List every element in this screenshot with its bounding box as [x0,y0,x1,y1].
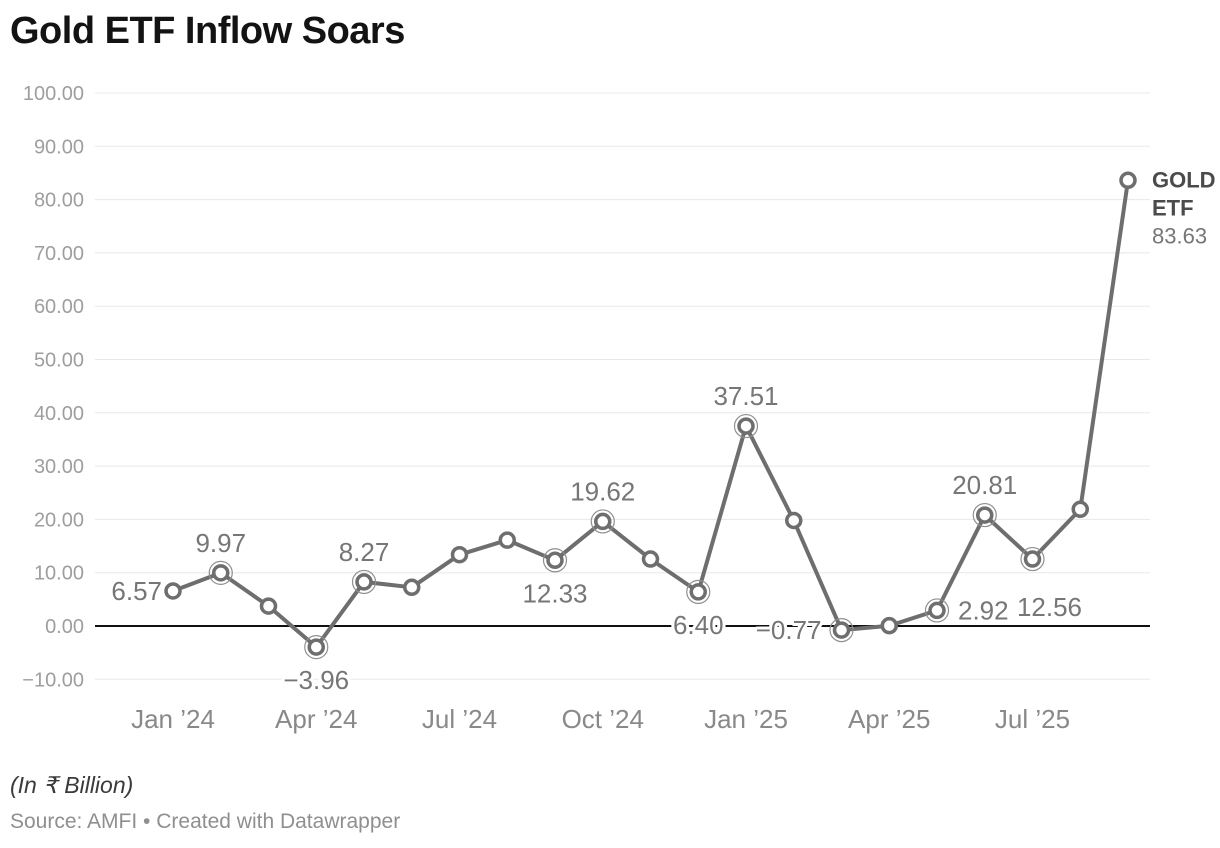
source-note: Source: AMFI • Created with Datawrapper [10,810,401,833]
data-point-marker [832,621,851,639]
y-tick-label: 70.00 [34,243,84,265]
data-point-marker [546,551,564,570]
y-tick-label: −10.00 [22,669,84,691]
data-point-label: 9.97 [195,528,246,558]
data-point-ring [1020,546,1045,572]
data-point-ring [590,509,615,534]
data-point-marker [212,564,230,582]
data-point-ring [972,502,997,528]
x-tick-label: Apr ’25 [848,704,930,734]
data-point-marker [1071,500,1089,519]
data-point-marker [594,512,612,531]
data-point-marker [307,638,325,656]
data-point-ring [304,635,329,660]
data-point-marker [498,531,516,549]
y-tick-label: 90.00 [34,136,84,158]
unit-note: (In ₹ Billion) [10,772,134,798]
data-point-label: 2.92 [958,595,1009,625]
y-tick-label: 20.00 [34,509,84,531]
y-tick-label: 50.00 [34,350,84,372]
data-point-marker [450,545,469,564]
data-point-marker [1119,171,1137,190]
data-point-ring [686,579,711,604]
data-point-marker [403,578,421,597]
data-point-label: 6.57 [111,576,162,606]
line-chart: 100.00 90.00 80.00 70.00 60.00 50.00 40.00 30.0… [22,83,1216,734]
data-point-marker [689,583,707,601]
y-tick-label: 40.00 [34,403,84,425]
data-point-ring [733,413,759,439]
data-point-marker [355,573,373,591]
y-tick-label: 10.00 [34,563,84,585]
data-line [171,178,1130,650]
data-point-label: 8.27 [339,537,390,567]
data-point-marker [976,506,994,524]
data-point-marker [928,601,946,620]
series-end-label-name: ETF [1152,195,1194,220]
y-tick-label: 100.00 [23,83,84,105]
data-point-marker [164,582,182,600]
data-point-label: −3.96 [283,665,349,695]
data-point-label: 37.51 [713,381,778,411]
data-point-marker [785,511,803,530]
data-point-label: 12.56 [1017,592,1082,622]
series-end-label-value: 83.63 [1152,223,1207,248]
x-tick-label: Oct ’24 [562,704,644,734]
data-point-label: 6.40 [673,610,724,640]
data-point-marker [641,550,660,568]
x-tick-label: Jan ’24 [131,704,215,734]
data-point-label: −0.77 [756,615,822,645]
data-point-ring [542,548,568,573]
data-point-marker [880,616,898,635]
x-tick-label: Apr ’24 [275,704,357,734]
x-tick-label: Jul ’25 [995,704,1070,734]
data-point-marker [1023,550,1042,568]
x-tick-label: Jul ’24 [422,704,497,734]
data-point-marker [737,417,755,435]
data-point-label: 12.33 [522,578,587,608]
data-point-ring [924,598,950,623]
series-end-label-name: GOLD [1152,167,1216,192]
y-tick-label: 80.00 [34,190,84,212]
data-point-label: 20.81 [952,470,1017,500]
data-point-marker [259,597,278,615]
data-point-ring [208,560,233,585]
data-point-label: 19.62 [570,476,635,506]
y-tick-label: 30.00 [34,456,84,478]
data-point-ring [351,569,377,595]
x-tick-label: Jan ’25 [704,704,788,734]
y-tick-label: 0.00 [45,616,84,638]
y-tick-label: 60.00 [34,296,84,318]
chart-title: Gold ETF Inflow Soars [10,10,405,52]
data-point-ring [829,618,854,643]
